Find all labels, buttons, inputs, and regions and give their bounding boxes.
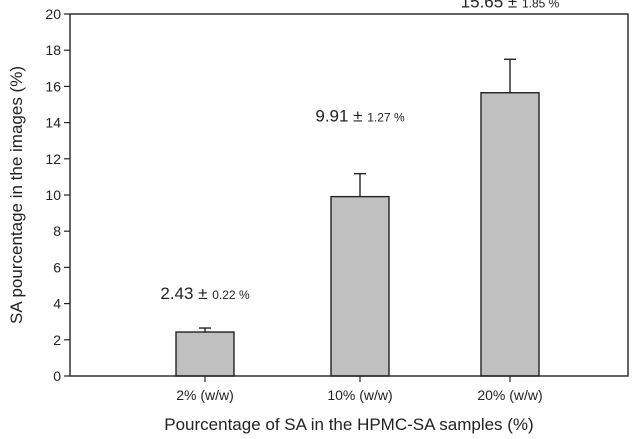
annotations-layer: 2.43 ± 0.22 % 9.91 ± 1.27 % 15.65 ± 1.85 % (160, 0, 559, 303)
y-tick-label: 20 (45, 6, 61, 22)
y-tick-label: 6 (53, 259, 61, 275)
x-axis-title: Pourcentage of SA in the HPMC-SA samples… (164, 415, 533, 434)
ticks-layer: 0 2 4 6 8 10 12 14 16 18 20 2% (w/w) 10% (w/w) 20% (w… (45, 6, 542, 403)
x-tick-label: 10% (w/w) (327, 387, 392, 403)
y-tick-label: 16 (45, 78, 61, 94)
y-tick-label: 0 (53, 368, 61, 384)
value-annotation: 2.43 ± 0.22 % (160, 284, 250, 303)
y-tick-label: 4 (53, 296, 61, 312)
x-tick-label: 2% (w/w) (176, 387, 234, 403)
y-tick-label: 10 (45, 187, 61, 203)
bar (330, 195, 390, 377)
y-tick-label: 14 (45, 115, 61, 131)
error-bars-layer (199, 58, 516, 333)
y-tick-label: 12 (45, 151, 61, 167)
y-tick-label: 2 (53, 332, 61, 348)
y-tick-label: 18 (45, 42, 61, 58)
bar (175, 331, 235, 377)
y-axis-title: SA pourcentage in the images (%) (7, 66, 26, 324)
y-tick-label: 8 (53, 223, 61, 239)
value-annotation: 15.65 ± 1.85 % (461, 0, 560, 11)
x-tick-label: 20% (w/w) (477, 387, 542, 403)
value-annotation: 9.91 ± 1.27 % (315, 107, 405, 126)
bars-layer (175, 92, 540, 377)
bar (480, 92, 540, 377)
